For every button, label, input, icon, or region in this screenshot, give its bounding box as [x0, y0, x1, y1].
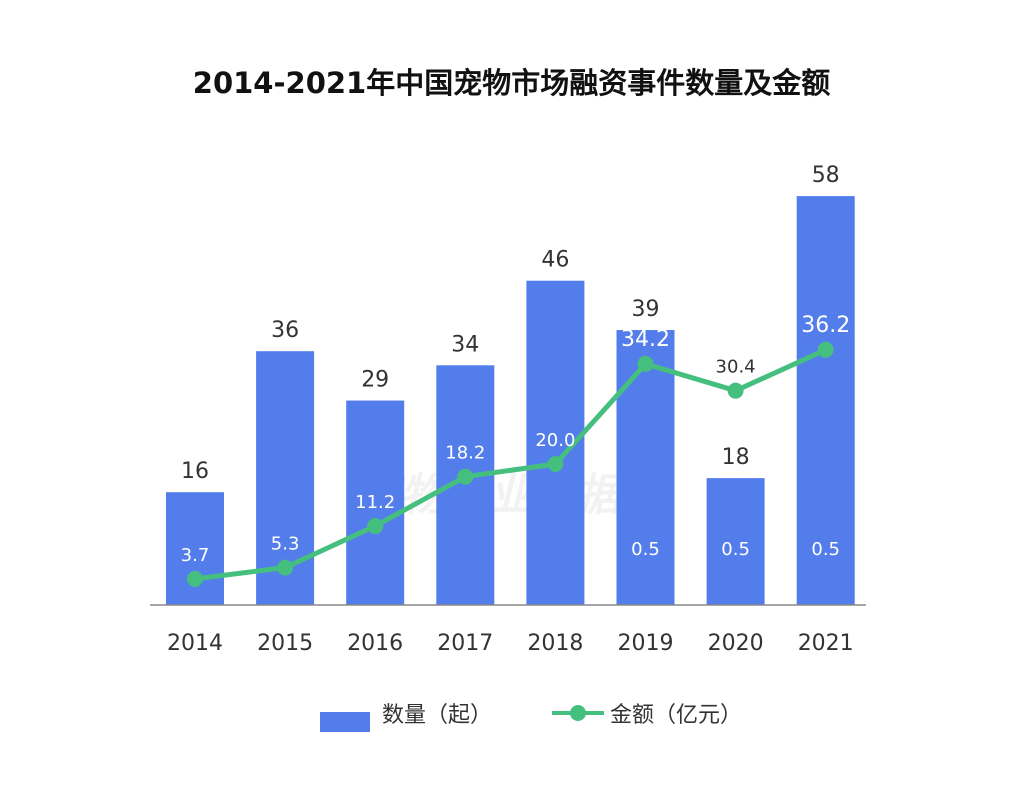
bar-2021: [796, 196, 855, 605]
bar-value-label: 58: [812, 163, 840, 188]
bar-2020: [706, 478, 765, 605]
legend-line-swatch: [552, 705, 605, 721]
legend-line-label: 金额（亿元）: [610, 703, 743, 728]
line-point-2021: [817, 341, 834, 358]
line-value-label: 30.4: [716, 357, 756, 378]
x-tick-label: 2018: [527, 631, 583, 656]
chart-title: 2014-2021年中国宠物市场融资事件数量及金额: [192, 66, 831, 100]
bar-value-label: 18: [722, 445, 750, 470]
line-value-label: 11.2: [355, 492, 395, 513]
x-tick-label: 2021: [798, 631, 854, 656]
x-tick-label: 2015: [257, 631, 313, 656]
line-point-2019: [637, 355, 654, 372]
line-point-2018: [547, 456, 564, 472]
bar-2016: [346, 400, 405, 605]
legend-bar-swatch: [320, 712, 370, 732]
line-point-2014: [187, 570, 203, 587]
bar-2019: [616, 330, 675, 605]
x-tick-label: 2014: [167, 631, 223, 656]
line-value-label: 36.2: [801, 313, 850, 338]
line-series: [194, 347, 827, 582]
x-tick-label: 2016: [347, 631, 403, 656]
line-value-label: 3.7: [181, 545, 210, 566]
line-point-2015: [277, 559, 294, 576]
x-tick-label: 2019: [618, 631, 674, 656]
legend-bar-label: 数量（起）: [382, 703, 493, 728]
line-value-label: 5.3: [271, 534, 300, 555]
bar-inner-label: 0.5: [811, 539, 840, 560]
bar-inner-label: 0.5: [631, 539, 660, 560]
bar-inner-label: 0.5: [721, 539, 750, 560]
line-value-label: 18.2: [445, 443, 485, 464]
x-tick-label: 2017: [437, 631, 493, 656]
bar-value-label: 39: [632, 297, 660, 322]
line-value-label: 34.2: [621, 327, 670, 352]
bar-value-label: 29: [361, 368, 389, 393]
legend: 数量（起） 金额（亿元）: [320, 694, 742, 732]
line-point-2020: [727, 382, 744, 399]
x-tick-label: 2020: [708, 631, 764, 656]
bar-value-label: 34: [451, 332, 479, 357]
bar-value-label: 36: [271, 318, 299, 343]
line-point-2017: [457, 468, 474, 485]
line-value-label: 20.0: [535, 430, 575, 451]
line-point-2016: [367, 518, 384, 535]
bar-value-label: 46: [541, 248, 569, 273]
bar-value-label: 16: [181, 459, 209, 484]
